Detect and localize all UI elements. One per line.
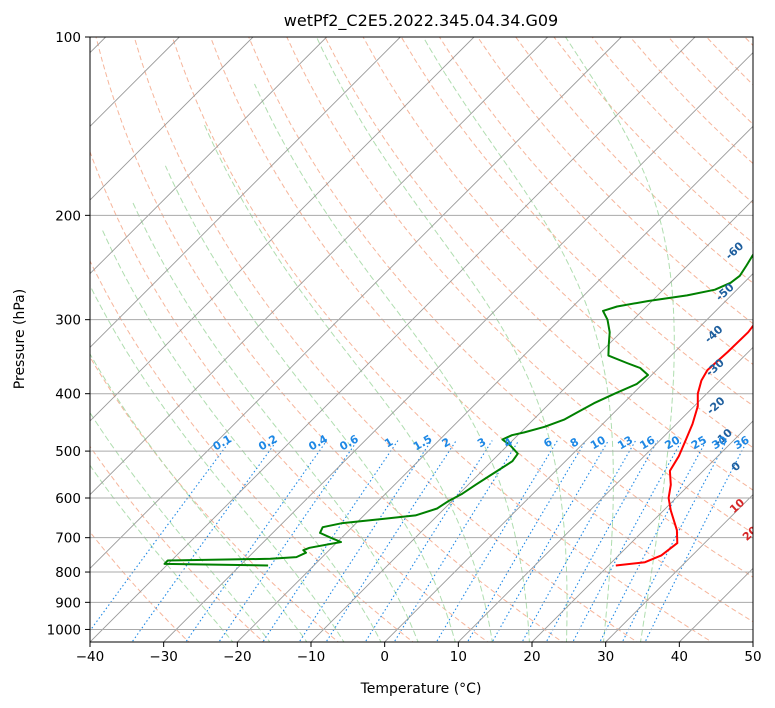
- y-tick-label: 100: [55, 30, 81, 46]
- moist-adiabat-line: [90, 411, 271, 642]
- isotherm-line: [531, 420, 753, 642]
- mixing-ratio-line: [545, 440, 659, 642]
- y-tick-label: 800: [55, 565, 81, 581]
- moist-adiabat-line: [164, 165, 456, 642]
- x-tick-label: 50: [744, 649, 761, 665]
- dry-adiabat-line: [95, 37, 564, 642]
- isotherm-line: [90, 37, 254, 201]
- moist-adiabat-line: [132, 201, 419, 642]
- isotherm-line: [163, 52, 753, 642]
- isotherm-line: [90, 37, 475, 422]
- dry-adiabat-label: 40: [769, 582, 775, 602]
- y-tick-label: 200: [55, 208, 81, 224]
- mixing-ratio-line: [325, 440, 457, 642]
- isotherm-line: [384, 273, 753, 642]
- mixing-ratio-line: [131, 440, 278, 642]
- y-tick-label: 1000: [47, 622, 81, 638]
- moist-adiabat-line: [422, 37, 614, 642]
- temperature-profile-line: [615, 324, 753, 567]
- dry-adiabat-line: [362, 37, 753, 449]
- mixing-ratio-line: [393, 440, 520, 642]
- dewpoint-profile-line: [163, 253, 753, 567]
- dry-adiabat-line: [90, 445, 265, 642]
- moist-adiabat-line: [100, 227, 382, 642]
- isotherm-line: [90, 37, 622, 569]
- x-tick-label: −20: [223, 649, 252, 665]
- dry-adiabat-line: [90, 356, 339, 642]
- mixing-ratio-line: [298, 440, 432, 642]
- x-tick-label: 30: [597, 649, 614, 665]
- isotherm-line: [605, 494, 753, 642]
- x-tick-label: −30: [149, 649, 178, 665]
- moist-adiabat-line: [316, 37, 568, 642]
- dry-adiabat-line: [477, 37, 753, 325]
- mixing-ratio-line: [621, 440, 728, 642]
- isotherm-line: [458, 346, 753, 642]
- isotherm-line: [90, 37, 696, 642]
- moist-adiabat-line: [254, 83, 530, 642]
- y-tick-label: 900: [55, 595, 81, 611]
- mixing-ratio-line: [262, 440, 399, 642]
- isotherm-label: -70: [754, 176, 775, 199]
- mixing-ratio-line: [521, 440, 637, 642]
- isotherm-line: [90, 37, 401, 348]
- dry-adiabat-line: [90, 150, 489, 642]
- dry-adiabat-line: [286, 37, 753, 534]
- mixing-ratio-line: [491, 440, 609, 642]
- x-axis-label: Temperature (°C): [360, 681, 482, 697]
- mixing-ratio-line: [435, 440, 558, 642]
- x-tick-label: −10: [297, 649, 326, 665]
- y-tick-label: 400: [55, 387, 81, 403]
- dry-adiabat-line: [438, 37, 753, 366]
- series-layer: [163, 253, 753, 567]
- x-tick-label: −40: [76, 649, 105, 665]
- y-axis-label: Pressure (hPa): [12, 289, 28, 389]
- x-tick-label: 10: [450, 649, 467, 665]
- x-tick-label: 20: [523, 649, 540, 665]
- mixing-ratio-line: [185, 440, 328, 642]
- dry-adiabat-label: 30: [753, 553, 773, 573]
- isotherm-line: [90, 37, 548, 496]
- y-tick-label: 300: [55, 313, 81, 329]
- y-tick-label: 600: [55, 491, 81, 507]
- mixing-ratio-line: [572, 440, 683, 642]
- plot-background: [90, 37, 753, 642]
- x-tick-label: 40: [671, 649, 688, 665]
- moist-adiabat-line: [565, 37, 675, 642]
- y-tick-label: 700: [55, 531, 81, 547]
- plot-frame: [89, 36, 754, 643]
- grid-layer: [90, 37, 753, 642]
- dry-adiabat-line: [324, 37, 753, 491]
- moist-adiabat-line: [90, 284, 345, 642]
- moist-adiabat-line: [90, 464, 234, 642]
- y-tick-label: 500: [55, 444, 81, 460]
- mixing-ratio-line: [364, 440, 493, 642]
- axis-ticks: −40 −30 −20 −10 0 10 20 30 40 50 100 200 300 400 500 60…: [47, 30, 762, 665]
- isotherm-line: [752, 641, 753, 642]
- x-tick-label: 0: [380, 649, 389, 665]
- chart-title: wetPf2_C2E5.2022.345.04.34.G09: [284, 11, 558, 31]
- isotherm-line: [310, 199, 753, 642]
- isotherm-line: [90, 37, 327, 275]
